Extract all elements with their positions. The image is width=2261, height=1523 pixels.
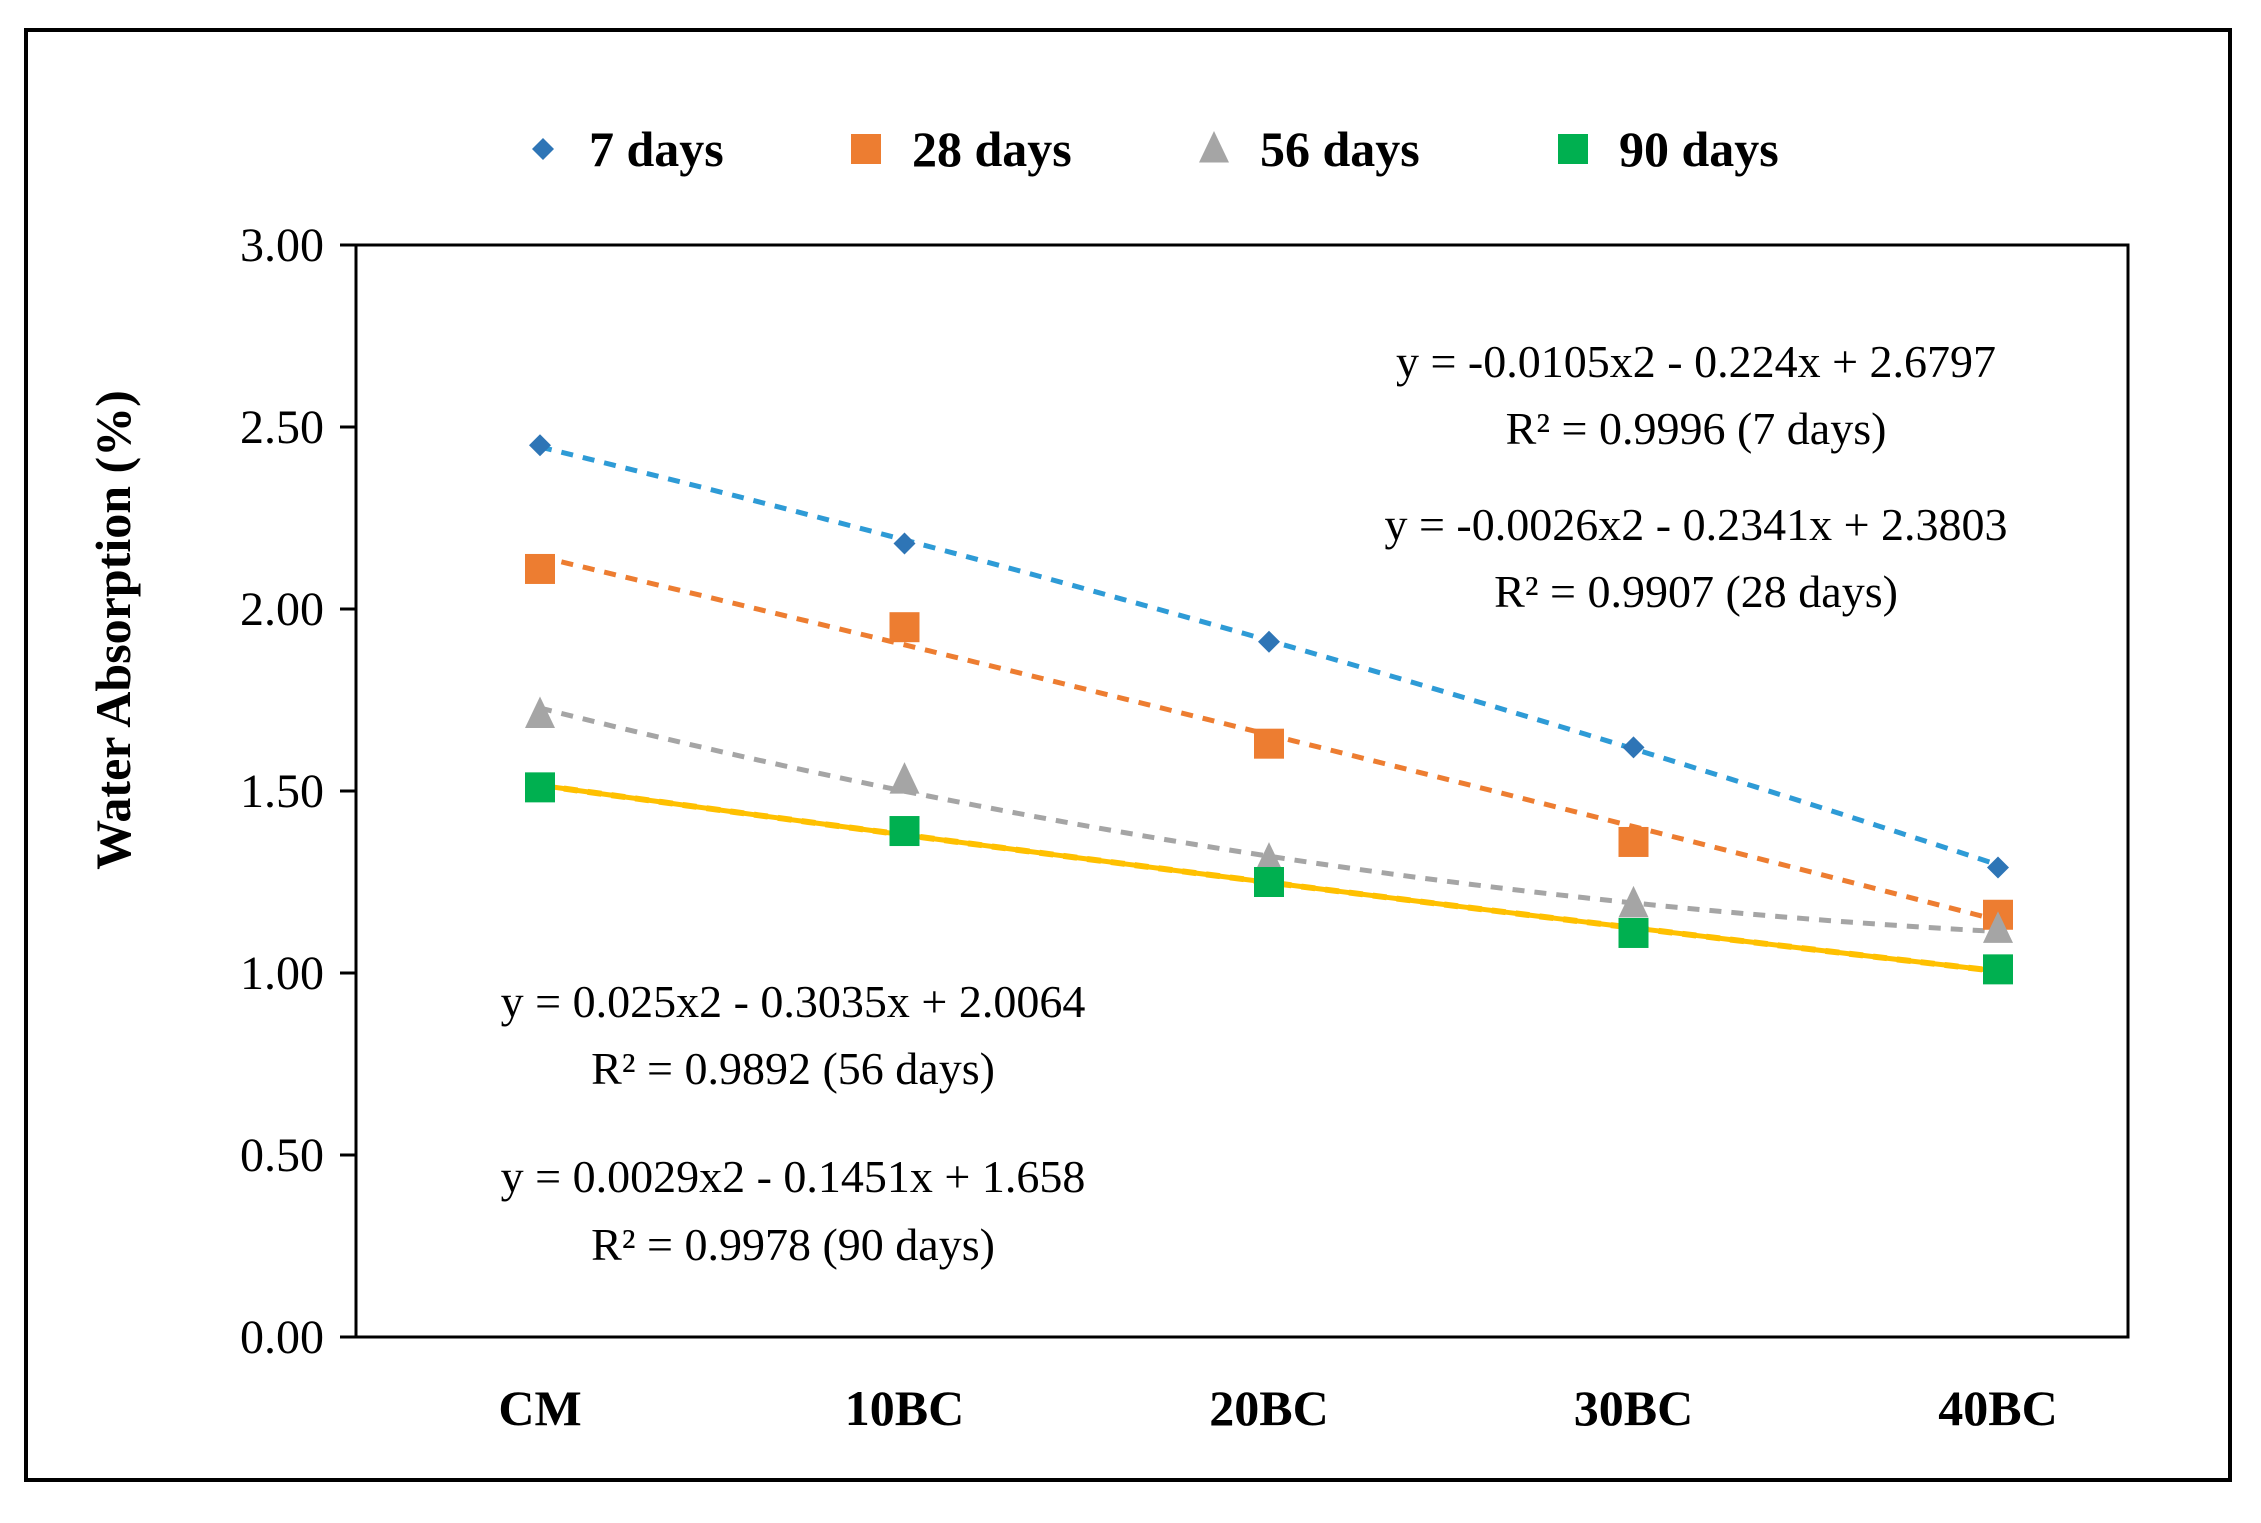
data-point-7-days <box>1622 736 1645 759</box>
y-tick-label: 3.00 <box>240 219 324 272</box>
data-point-28-days <box>1618 826 1649 857</box>
legend-label-28-days: 28 days <box>912 121 1072 177</box>
series-7-days <box>529 434 2009 879</box>
data-point-90-days <box>889 816 920 847</box>
r2-28-days: R² = 0.9907 (28 days) <box>1494 566 1898 617</box>
data-point-28-days <box>889 612 920 643</box>
y-tick-label: 0.00 <box>240 1311 324 1364</box>
data-point-7-days <box>529 434 551 457</box>
data-point-56-days <box>1618 885 1649 918</box>
y-tick-label: 0.50 <box>240 1129 324 1182</box>
data-point-7-days <box>893 532 916 555</box>
data-point-90-days <box>1983 954 2013 985</box>
data-point-90-days <box>1618 917 1649 948</box>
y-tick-label: 1.00 <box>240 947 324 1000</box>
r2-7-days: R² = 0.9996 (7 days) <box>1506 403 1887 454</box>
equation-90-days: y = 0.0029x2 - 0.1451x + 1.658 <box>501 1151 1086 1202</box>
data-point-90-days <box>1254 867 1284 897</box>
legend-item-90-days: 90 days <box>1558 121 1779 177</box>
plot-area: 0.00 0.50 1.00 1.50 2.00 2.50 3.00 CM 10BC 20BC 30… <box>240 219 2130 1436</box>
chart-frame: 7 days 28 days 56 days 90 days 0.00 0.50 1.00… <box>24 28 2232 1482</box>
equation-28-days: y = -0.0026x2 - 0.2341x + 2.3803 <box>1384 499 2007 550</box>
trendline-90-days <box>539 782 1999 975</box>
series-90-days <box>525 772 2013 985</box>
x-category-label: CM <box>498 1380 581 1436</box>
data-point-28-days <box>1254 728 1284 759</box>
y-tick-label: 1.50 <box>240 765 324 818</box>
annotations: y = -0.0105x2 - 0.224x + 2.6797 R² = 0.99… <box>501 336 2008 1270</box>
legend-item-28-days: 28 days <box>851 121 1072 177</box>
legend-marker-28-days <box>851 134 881 164</box>
r2-56-days: R² = 0.9892 (56 days) <box>591 1043 995 1094</box>
data-point-56-days <box>1983 911 2013 943</box>
y-axis-label: Water Absorption (%) <box>85 390 141 870</box>
data-point-90-days <box>525 772 555 803</box>
legend-marker-90-days <box>1558 134 1588 164</box>
data-point-56-days <box>1254 842 1284 874</box>
data-point-28-days <box>525 553 555 584</box>
equation-7-days: y = -0.0105x2 - 0.224x + 2.6797 <box>1396 336 1996 387</box>
data-point-56-days <box>525 696 555 729</box>
legend: 7 days 28 days 56 days 90 days <box>532 121 1779 177</box>
x-category-label: 30BC <box>1574 1380 1693 1436</box>
x-category-label: 10BC <box>845 1380 964 1436</box>
y-tick-label: 2.50 <box>240 401 324 454</box>
legend-item-7-days: 7 days <box>532 121 724 177</box>
x-category-label: 20BC <box>1209 1380 1328 1436</box>
y-tick-label: 2.00 <box>240 583 324 636</box>
data-point-56-days <box>889 762 920 794</box>
data-point-7-days <box>1258 630 1280 653</box>
legend-label-7-days: 7 days <box>589 121 724 177</box>
equation-56-days: y = 0.025x2 - 0.3035x + 2.0064 <box>501 976 1086 1027</box>
legend-label-90-days: 90 days <box>1619 121 1779 177</box>
trendline-56-days <box>539 705 1999 935</box>
legend-label-56-days: 56 days <box>1260 121 1420 177</box>
data-point-7-days <box>1987 856 2009 879</box>
legend-marker-7-days <box>532 138 554 160</box>
legend-item-56-days: 56 days <box>1199 121 1420 177</box>
legend-marker-56-days <box>1199 131 1229 163</box>
r2-90-days: R² = 0.9978 (90 days) <box>591 1219 995 1270</box>
chart-svg: 7 days 28 days 56 days 90 days 0.00 0.50 1.00… <box>85 121 2130 1436</box>
series-56-days <box>525 696 2013 943</box>
x-category-label: 40BC <box>1938 1380 2057 1436</box>
